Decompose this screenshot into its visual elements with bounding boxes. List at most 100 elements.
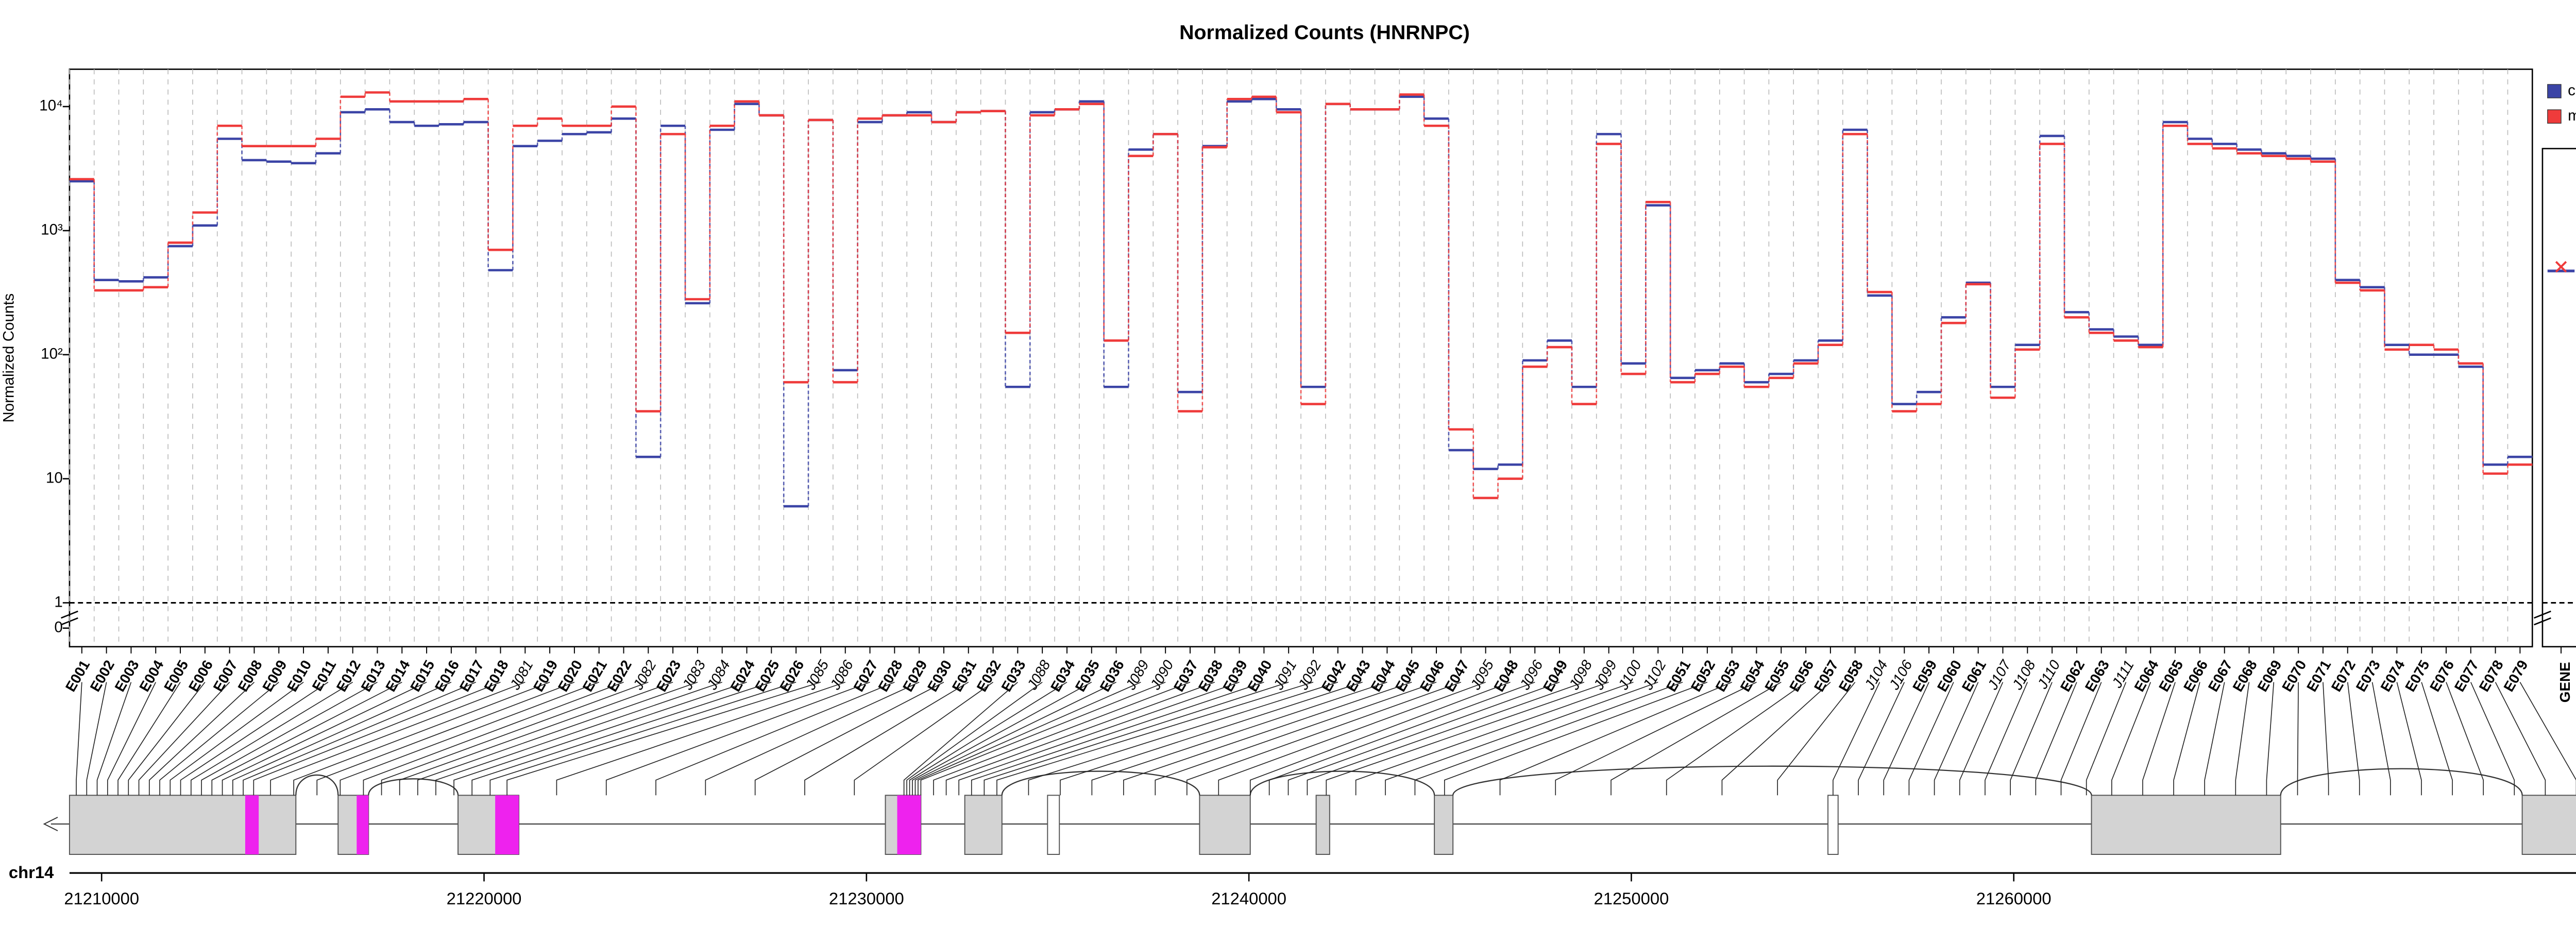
feature-connector (399, 681, 673, 796)
feature-connector (506, 681, 821, 796)
feature-connector (1555, 681, 1757, 796)
feature-connector (1985, 682, 2028, 796)
feature-connector (1883, 682, 1929, 796)
feature-connector (489, 681, 796, 796)
feature-connector (76, 682, 82, 796)
feature-connector (2519, 682, 2576, 796)
feature-connector (1666, 681, 1806, 796)
feature-connector (1721, 681, 1831, 796)
feature-connector (1060, 681, 1363, 796)
feature-connector (996, 681, 1314, 796)
feature-connector (1959, 682, 2004, 796)
exon-block (1047, 795, 1060, 855)
feature-connector (912, 681, 1092, 796)
feature-connector (2347, 682, 2360, 796)
feature-connector (117, 682, 181, 796)
exon-block (1434, 795, 1454, 855)
feature-connector (2204, 682, 2225, 796)
feature-connector (2297, 682, 2299, 796)
feature-connector (1268, 681, 1535, 796)
feature-connector (933, 681, 1191, 796)
feature-connector (1858, 682, 1905, 796)
feature-connector (918, 681, 1141, 796)
y-tick-label: 1 (54, 593, 62, 610)
strand-arrow (43, 817, 58, 831)
feature-connector (435, 681, 722, 796)
gene-level-mark (2555, 261, 2567, 273)
x-tick-label: 21220000 (447, 889, 522, 908)
feature-connector (705, 681, 920, 796)
feature-connector (2446, 682, 2484, 796)
feature-connector (1499, 681, 1732, 796)
x-tick-label: 21230000 (829, 889, 904, 908)
exon-block (69, 795, 297, 855)
x-tick-label: 21240000 (1211, 889, 1286, 908)
feature-connector (253, 681, 501, 796)
feature-connector (945, 681, 1215, 796)
exon-block (1827, 795, 1839, 855)
feature-connector (2323, 682, 2329, 796)
feature-connector (381, 681, 649, 796)
y-axis-label: Normalized Counts (1, 294, 18, 423)
feature-connector (1123, 681, 1412, 796)
highlight-exon (495, 795, 519, 855)
x-tick-label: GENE (2557, 662, 2573, 702)
legend-swatch (2547, 84, 2562, 98)
exon-block (2091, 795, 2281, 855)
feature-connector (1777, 682, 1856, 796)
feature-connector (958, 681, 1240, 796)
feature-connector (1249, 681, 1511, 796)
feature-connector (2371, 682, 2391, 796)
feature-connector (211, 681, 402, 796)
y-tick-label: 10⁴ (39, 97, 62, 114)
feature-connector (556, 681, 846, 796)
feature-connector (804, 681, 969, 796)
exon-block (2521, 795, 2576, 855)
feature-connector (2010, 682, 2053, 796)
highlight-exon (897, 795, 921, 855)
feature-connector (655, 681, 895, 796)
y-tick-label: 10 (46, 469, 63, 486)
feature-connector (2086, 682, 2127, 796)
feature-connector (222, 681, 427, 796)
feature-connector (1091, 681, 1387, 796)
feature-connector (232, 681, 452, 796)
feature-connector (270, 681, 526, 796)
feature-connector (453, 681, 747, 796)
feature-connector (2060, 682, 2102, 796)
feature-connector (1326, 681, 1609, 796)
y-tick-label: 0 (54, 619, 62, 636)
feature-connector (107, 682, 156, 796)
genome-axis-label: chr14 (9, 863, 54, 882)
feature-connector (170, 681, 304, 796)
feature-connector (243, 681, 477, 796)
feature-connector (1385, 681, 1658, 796)
feature-connector (984, 681, 1289, 796)
feature-connector (1218, 681, 1486, 796)
feature-connector (754, 681, 944, 796)
feature-connector (1287, 681, 1560, 796)
feature-connector (180, 681, 329, 796)
highlight-exon (245, 795, 259, 855)
feature-connector (316, 681, 575, 796)
legend-label: control (2568, 82, 2576, 99)
feature-connector (2111, 682, 2151, 796)
feature-connector (1155, 681, 1437, 796)
feature-connector (340, 681, 599, 796)
feature-connector (2470, 682, 2515, 796)
gene-model (43, 765, 2576, 855)
feature-connector (1611, 681, 1782, 796)
feature-connector (138, 682, 230, 796)
feature-connector (2142, 682, 2176, 796)
feature-connector (2035, 682, 2077, 796)
axis-break (2534, 610, 2551, 626)
feature-connector (1307, 681, 1585, 796)
feature-connector (1355, 681, 1634, 796)
highlight-exon (357, 795, 369, 855)
feature-connector (417, 681, 698, 796)
y-tick-label: 10² (41, 346, 63, 363)
feature-connector (86, 682, 107, 796)
